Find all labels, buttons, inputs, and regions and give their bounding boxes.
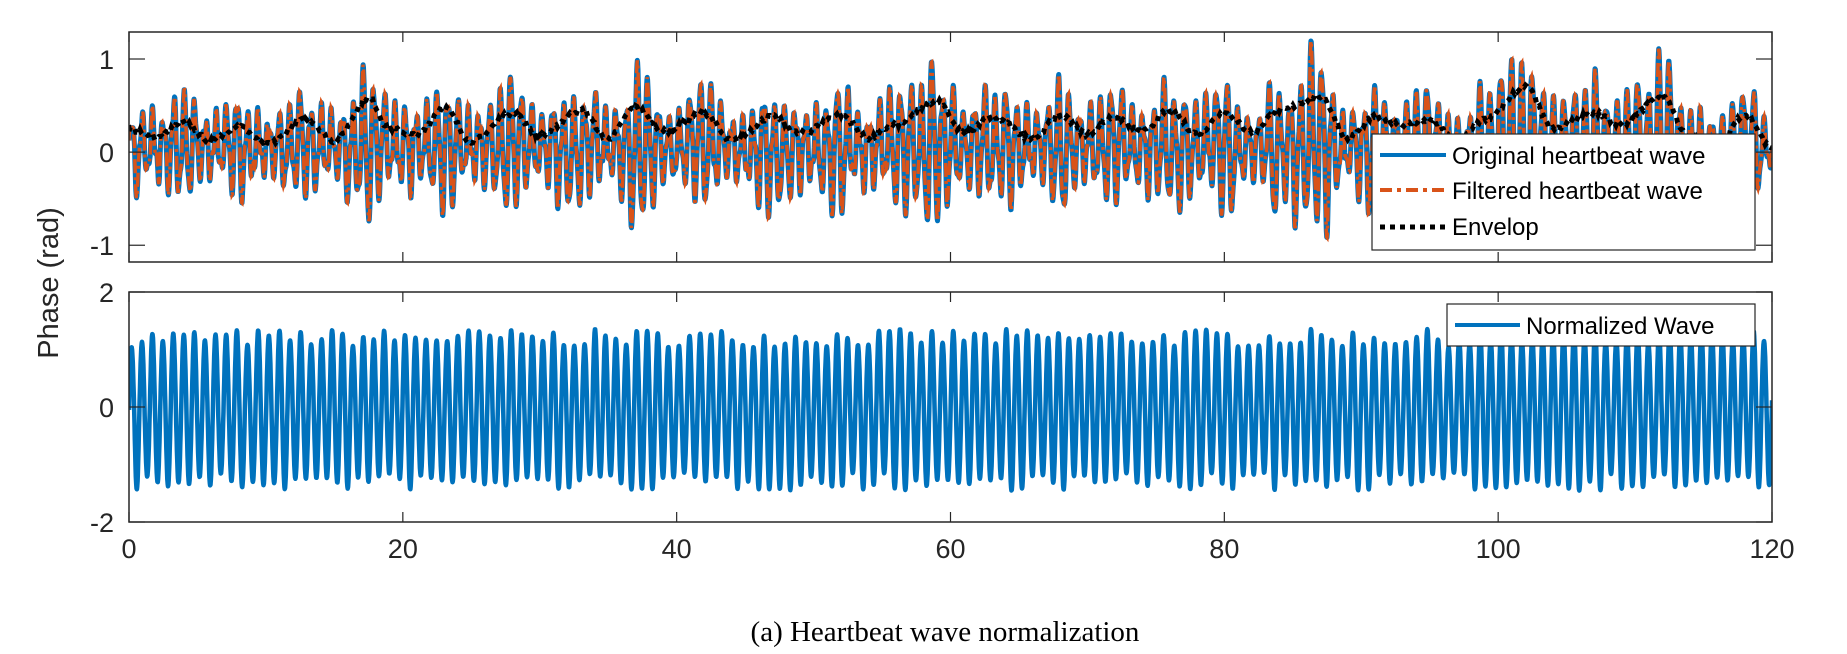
x-tick-label: 80 [1209,534,1239,564]
x-tick-label: 120 [1749,534,1794,564]
x-tick-label: 60 [935,534,965,564]
x-tick-labels: 0 20 40 60 80 100 120 [121,534,1794,564]
top-y-tick-label: 0 [99,138,114,168]
legend-filtered-label: Filtered heartbeat wave [1452,178,1703,205]
top-ticks [128,32,1773,262]
top-y-tick-labels: -1 0 1 [90,45,114,261]
filtered-heartbeat-wave-line [129,40,1772,243]
x-tick-label: 0 [121,534,136,564]
figure-caption: (a) Heartbeat wave normalization [751,616,1140,648]
bottom-y-tick-label: -2 [90,508,114,538]
legend-envelop-label: Envelop [1452,214,1539,241]
top-y-tick-label: -1 [90,231,114,261]
top-y-tick-label: 1 [99,45,114,75]
top-panel: -1 0 1 Original heartbeat wave Filtered … [90,31,1773,263]
y-axis-label: Phase (rad) [33,207,65,359]
bottom-y-tick-label: 2 [99,278,114,308]
bottom-y-tick-label: 0 [99,393,114,423]
envelop-line [129,81,1772,153]
legend-normalized-label: Normalized Wave [1526,313,1715,340]
bottom-plot-area [129,326,1772,493]
bottom-panel: -2 0 2 0 20 40 60 80 100 120 Normalized Wave [90,278,1795,564]
bottom-ticks [128,291,1773,523]
x-tick-label: 40 [662,534,692,564]
x-tick-label: 100 [1476,534,1521,564]
normalized-wave-line [129,326,1772,493]
top-legend: Original heartbeat wave Filtered heartbe… [1371,133,1756,251]
bottom-y-tick-labels: -2 0 2 [90,278,114,538]
legend-original-label: Original heartbeat wave [1452,143,1705,170]
x-tick-label: 20 [388,534,418,564]
bottom-legend: Normalized Wave [1446,303,1756,347]
